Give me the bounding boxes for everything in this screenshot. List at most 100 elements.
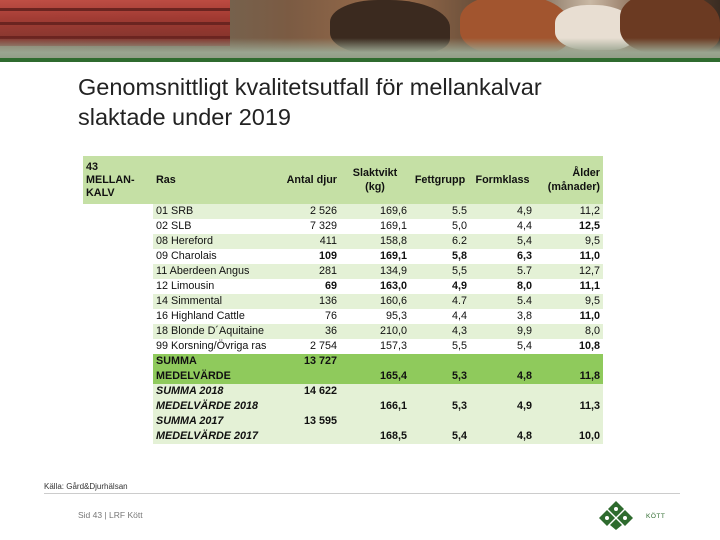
header-group-cell: 43 MELLAN- KALV bbox=[83, 156, 153, 204]
header-group-line: MELLAN- bbox=[86, 173, 135, 186]
cell-antal: 2 526 bbox=[275, 204, 340, 219]
cell-vikt: 95,3 bbox=[385, 310, 407, 322]
header-slaktvikt-line: Slaktvikt bbox=[352, 167, 398, 179]
cell-alder: 11,2 bbox=[535, 204, 603, 219]
slide-title: Genomsnittligt kvalitetsutfall för mella… bbox=[78, 72, 678, 132]
summa-2018-antal: 14 622 bbox=[275, 384, 340, 399]
cell-ras: 14 Simmental bbox=[153, 294, 275, 309]
medelvarde-vikt: 165,4 bbox=[340, 369, 410, 384]
cell-fett: 6.2 bbox=[410, 234, 470, 249]
header-fettgrupp: Fettgrupp bbox=[410, 156, 470, 204]
cell-vikt: 169,1 bbox=[379, 220, 407, 232]
banner-fence-rail bbox=[0, 22, 230, 25]
cell-fett: 4,9 bbox=[451, 280, 467, 292]
banner-fence-rail bbox=[0, 8, 230, 11]
medelvarde-2017-row: MEDELVÄRDE 2017 168,5 5,4 4,8 10,0 bbox=[83, 429, 603, 444]
cell-form: 5,4 bbox=[470, 234, 535, 249]
cell-ras: 16 Highland Cattle bbox=[156, 310, 245, 322]
summa-2017-label: SUMMA 2017 bbox=[153, 414, 275, 429]
header-alder-line: (månader) bbox=[547, 181, 600, 193]
cell-fett: 5,5 bbox=[451, 340, 467, 352]
cell-ras: 09 Charolais bbox=[156, 250, 217, 262]
table-row: 18 Blonde D´Aquitaine 36 210,0 4,3 9,9 8… bbox=[83, 324, 603, 339]
medelvarde-fett: 5,3 bbox=[410, 369, 470, 384]
medelvarde-2018-alder: 11,3 bbox=[535, 399, 603, 414]
footer-text: Sid 43 | LRF Kött bbox=[78, 510, 143, 520]
cell-form: 3,8 bbox=[516, 310, 532, 322]
header-group-line: KALV bbox=[86, 186, 115, 199]
header-group-line: 43 bbox=[86, 160, 99, 173]
cell-antal: 7 329 bbox=[309, 220, 337, 232]
cell-vikt: 160,6 bbox=[340, 294, 410, 309]
table-row: 01 SRB 2 526 169,6 5.5 4,9 11,2 bbox=[83, 204, 603, 219]
cell-antal: 411 bbox=[275, 234, 340, 249]
medelvarde-alder: 11,8 bbox=[535, 369, 603, 384]
header-slaktvikt: Slaktvikt (kg) bbox=[340, 156, 410, 204]
source-note: Källa: Gård&Djurhälsan bbox=[44, 482, 128, 491]
cell-ras: 08 Hereford bbox=[153, 234, 275, 249]
cell-form: 8,0 bbox=[516, 280, 532, 292]
cell-alder: 11,1 bbox=[579, 280, 600, 292]
cell-form: 4,9 bbox=[470, 204, 535, 219]
cell-ras: 11 Aberdeen Angus bbox=[153, 264, 275, 279]
cell-antal: 69 bbox=[324, 280, 337, 292]
cell-alder: 12,7 bbox=[535, 264, 603, 279]
cell-vikt: 163,0 bbox=[379, 280, 407, 292]
cell-ras: 12 Limousin bbox=[156, 280, 215, 292]
summa-2018-label: SUMMA 2018 bbox=[153, 384, 275, 399]
summa-antal: 13 727 bbox=[275, 354, 340, 369]
cell-vikt: 134,9 bbox=[340, 264, 410, 279]
cell-ras: 02 SLB bbox=[156, 220, 192, 232]
cell-vikt: 158,8 bbox=[340, 234, 410, 249]
cell-vikt: 169,1 bbox=[379, 250, 407, 262]
medelvarde-2018-row: MEDELVÄRDE 2018 166,1 5,3 4,9 11,3 bbox=[83, 399, 603, 414]
medelvarde-2018-vikt: 166,1 bbox=[340, 399, 410, 414]
cell-fett: 4,3 bbox=[410, 324, 470, 339]
summa-2018-row: SUMMA 2018 14 622 bbox=[83, 384, 603, 399]
cell-ras: 01 SRB bbox=[153, 204, 275, 219]
medelvarde-2017-vikt: 168,5 bbox=[340, 429, 410, 444]
medelvarde-2018-label: MEDELVÄRDE 2018 bbox=[153, 399, 275, 414]
slide-title-line: Genomsnittligt kvalitetsutfall för mella… bbox=[78, 74, 542, 100]
medelvarde-2017-form: 4,8 bbox=[470, 429, 535, 444]
table-row: 99 Korsning/Övriga ras 2 754 157,3 5,5 5… bbox=[83, 339, 603, 354]
table-row: 02 SLB 7 329 169,1 5,0 4,4 12,5 bbox=[83, 219, 603, 234]
cell-alder: 10,8 bbox=[578, 340, 600, 352]
medelvarde-label: MEDELVÄRDE bbox=[153, 369, 275, 384]
cell-alder: 11,0 bbox=[579, 250, 600, 262]
medelvarde-2017-fett: 5,4 bbox=[410, 429, 470, 444]
cell-form: 4,4 bbox=[516, 220, 532, 232]
banner-fence-rail bbox=[0, 36, 230, 39]
table-row: 09 Charolais 109 169,1 5,8 6,3 11,0 bbox=[83, 249, 603, 264]
header-alder: Ålder (månader) bbox=[535, 156, 603, 204]
summa-row: SUMMA 13 727 bbox=[83, 354, 603, 369]
cell-antal: 109 bbox=[318, 250, 337, 262]
table-header-row: 43 MELLAN- KALV Ras Antal djur Slaktvikt… bbox=[83, 156, 603, 204]
header-alder-line: Ålder bbox=[572, 167, 600, 179]
medelvarde-2018-fett: 5,3 bbox=[410, 399, 470, 414]
header-antal: Antal djur bbox=[275, 156, 340, 204]
cell-ras: 18 Blonde D´Aquitaine bbox=[153, 324, 275, 339]
cell-vikt: 157,3 bbox=[379, 340, 407, 352]
summa-2017-row: SUMMA 2017 13 595 bbox=[83, 414, 603, 429]
header-banner-photo bbox=[0, 0, 720, 62]
logo-text: KÖTT bbox=[646, 513, 666, 520]
cell-antal: 36 bbox=[275, 324, 340, 339]
cell-form: 5,4 bbox=[516, 340, 532, 352]
table-row: 08 Hereford 411 158,8 6.2 5,4 9,5 bbox=[83, 234, 603, 249]
cell-antal: 2 754 bbox=[309, 340, 337, 352]
cell-fett: 4,4 bbox=[451, 310, 467, 322]
header-slaktvikt-line: (kg) bbox=[365, 181, 385, 193]
medelvarde-2017-alder: 10,0 bbox=[535, 429, 603, 444]
cell-alder: 9,5 bbox=[535, 294, 603, 309]
lrf-kott-logo-icon bbox=[595, 500, 637, 530]
table-row: 16 Highland Cattle 76 95,3 4,4 3,8 11,0 bbox=[83, 309, 603, 324]
table-row: 11 Aberdeen Angus 281 134,9 5,5 5.7 12,7 bbox=[83, 264, 603, 279]
cell-ras: 99 Korsning/Övriga ras bbox=[156, 340, 267, 352]
cell-vikt: 169,6 bbox=[340, 204, 410, 219]
medelvarde-row: MEDELVÄRDE 165,4 5,3 4,8 11,8 bbox=[83, 369, 603, 384]
cell-fett: 5,0 bbox=[451, 220, 467, 232]
cell-form: 9,9 bbox=[470, 324, 535, 339]
summa-label: SUMMA bbox=[153, 354, 275, 369]
cell-antal: 281 bbox=[275, 264, 340, 279]
